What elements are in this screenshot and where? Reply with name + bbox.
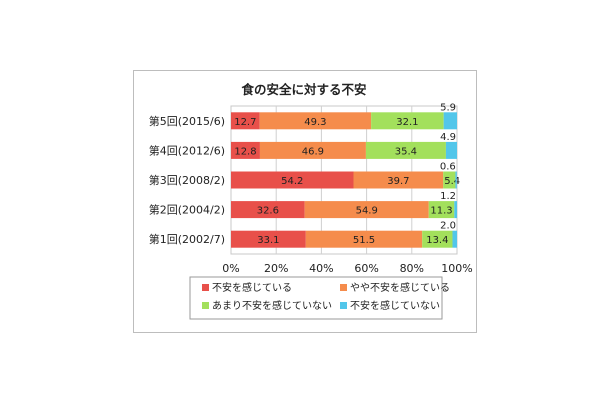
bar-segment bbox=[305, 230, 423, 248]
category-label: 第2回(2004/2) bbox=[149, 203, 225, 217]
data-label: 32.1 bbox=[396, 117, 418, 128]
data-label: 1.2 bbox=[440, 191, 456, 202]
bar-segment bbox=[452, 230, 457, 248]
bar-chart: 食の安全に対する不安 0% 20% 40% 60% 80% 100% 第5回(2015/6)… bbox=[149, 82, 473, 320]
bar-segment bbox=[445, 141, 457, 159]
bar-segment bbox=[422, 230, 453, 248]
data-label: 54.9 bbox=[356, 206, 378, 217]
bar-segment bbox=[231, 141, 260, 159]
bar-segment bbox=[443, 112, 457, 130]
plot-area: 0% 20% 40% 60% 80% 100% 第5回(2015/6) 12.7 49.3 32.… bbox=[149, 102, 473, 275]
legend-swatch bbox=[202, 302, 209, 309]
bar-segment bbox=[231, 201, 305, 219]
legend-swatch bbox=[340, 302, 347, 309]
legend-label: やや不安を感じている bbox=[350, 281, 450, 294]
category-label: 第5回(2015/6) bbox=[149, 114, 225, 128]
bar-segment bbox=[454, 201, 457, 219]
bar-segment bbox=[231, 230, 306, 248]
data-label: 32.6 bbox=[257, 206, 279, 217]
legend-label: 不安を感じている bbox=[212, 281, 292, 294]
x-tick-label: 40% bbox=[309, 262, 333, 275]
data-label: 11.3 bbox=[430, 206, 452, 217]
legend-box bbox=[189, 276, 443, 320]
bar-segment bbox=[353, 171, 444, 189]
x-tick-label: 80% bbox=[400, 262, 424, 275]
legend-label: 不安を感じていない bbox=[350, 299, 440, 312]
data-label: 35.4 bbox=[395, 146, 417, 157]
data-label: 2.0 bbox=[440, 221, 456, 232]
bar-segment bbox=[231, 112, 260, 130]
legend-swatch bbox=[202, 284, 209, 291]
data-label: 4.9 bbox=[440, 132, 456, 143]
data-label: 54.2 bbox=[281, 176, 303, 187]
bar-segment bbox=[259, 112, 372, 130]
bar-segment bbox=[371, 112, 444, 130]
legend-label: あまり不安を感じていない bbox=[212, 299, 332, 312]
bar-segment bbox=[455, 171, 457, 189]
data-label: 0.6 bbox=[440, 162, 456, 173]
bar-segment bbox=[259, 141, 366, 159]
data-label: 12.7 bbox=[234, 117, 256, 128]
category-label: 第1回(2002/7) bbox=[149, 232, 225, 246]
bar-segment bbox=[443, 171, 456, 189]
bar-segment bbox=[428, 201, 455, 219]
data-label: 5.9 bbox=[440, 102, 456, 113]
data-label: 49.3 bbox=[304, 117, 326, 128]
legend-swatch bbox=[340, 284, 347, 291]
data-label: 51.5 bbox=[353, 235, 375, 246]
data-label: 5.4 bbox=[444, 176, 460, 187]
x-tick-label: 20% bbox=[264, 262, 288, 275]
category-label: 第3回(2008/2) bbox=[149, 173, 225, 187]
data-label: 46.9 bbox=[302, 146, 324, 157]
category-label: 第4回(2012/6) bbox=[149, 143, 225, 157]
data-label: 39.7 bbox=[387, 176, 409, 187]
data-label: 33.1 bbox=[257, 235, 279, 246]
x-tick-label: 60% bbox=[354, 262, 378, 275]
bar-segment bbox=[231, 171, 354, 189]
bar-segment bbox=[365, 141, 446, 159]
bar-segment bbox=[304, 201, 429, 219]
chart-frame: 食の安全に対する不安 0% 20% 40% 60% 80% 100% 第5回(2015/6)… bbox=[133, 70, 477, 333]
x-tick-label: 100% bbox=[441, 262, 472, 275]
data-label: 13.4 bbox=[426, 235, 448, 246]
x-tick-label: 0% bbox=[222, 262, 239, 275]
chart-title: 食の安全に対する不安 bbox=[240, 82, 366, 97]
data-label: 12.8 bbox=[234, 146, 256, 157]
